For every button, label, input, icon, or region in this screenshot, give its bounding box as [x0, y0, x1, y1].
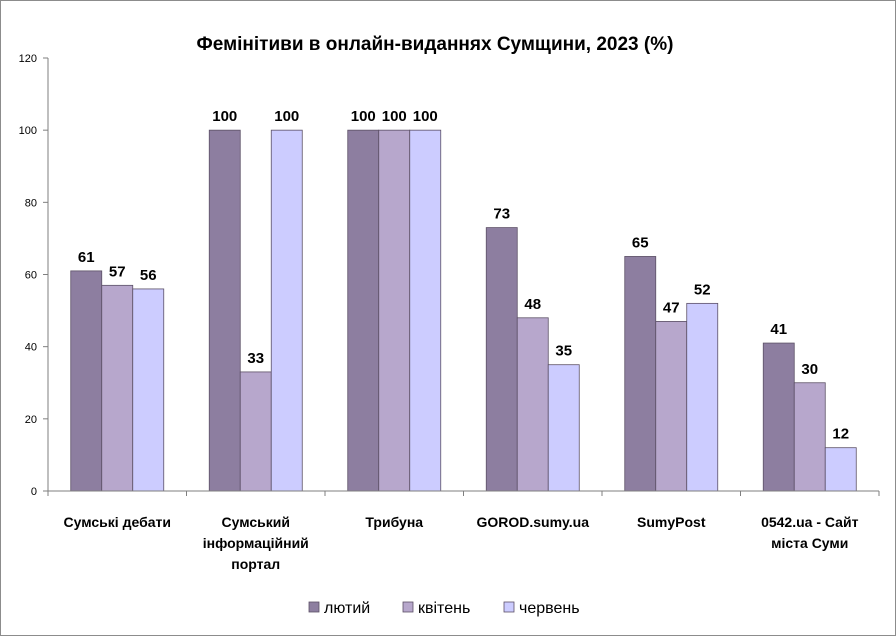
category-label-line: GOROD.sumy.ua: [476, 514, 589, 530]
bar: [347, 129, 380, 492]
data-label: 65: [632, 234, 649, 251]
data-label: 47: [663, 299, 680, 316]
data-label: 57: [109, 263, 126, 280]
data-label: 48: [524, 296, 541, 313]
category-label: 0542.ua - Сайт міста Суми: [761, 514, 858, 551]
data-label: 100: [212, 108, 237, 125]
legend-label: лютий: [324, 600, 370, 617]
data-label: 100: [413, 108, 438, 125]
data-label: 12: [832, 426, 849, 443]
category-label-line: 0542.ua - Сайт: [761, 514, 858, 530]
data-label: 35: [555, 343, 572, 360]
legend: лютий квітень червень: [308, 600, 580, 617]
y-tick-label: 40: [25, 342, 37, 354]
bar: [762, 342, 795, 492]
y-tick-label: 100: [19, 125, 37, 137]
category-label-line: SumyPost: [637, 514, 706, 530]
data-label: 100: [351, 108, 376, 125]
legend-swatch: [402, 601, 414, 613]
bar: [208, 129, 241, 492]
category-label: Сумські дебати: [64, 514, 171, 530]
bar: [270, 129, 303, 492]
bar: [624, 256, 657, 492]
data-label: 52: [694, 281, 711, 298]
category-label: Сумський інформаційний портал: [203, 514, 309, 572]
x-axis: Сумські дебати Сумський інформаційний порта…: [47, 490, 880, 572]
data-label: 61: [78, 249, 95, 266]
bar: [516, 317, 549, 492]
data-label: 41: [770, 321, 787, 338]
y-tick-label: 80: [25, 197, 37, 209]
bar: [409, 129, 442, 492]
legend-label: квітень: [418, 600, 470, 617]
data-label: 33: [247, 350, 264, 367]
bar: [101, 284, 134, 492]
category-label-line: Сумський: [222, 514, 291, 530]
category-label: SumyPost: [637, 514, 706, 530]
data-label: 56: [140, 267, 157, 284]
chart-title: Фемінітиви в онлайн-виданнях Сумщини, 20…: [197, 34, 674, 55]
y-tick-label: 0: [31, 486, 37, 498]
bar: [824, 447, 857, 492]
bar: [547, 364, 580, 492]
bar: [132, 288, 165, 492]
category-label-line: Сумські дебати: [64, 514, 171, 530]
category-label: GOROD.sumy.ua: [476, 514, 589, 530]
legend-swatch: [503, 601, 515, 613]
data-label: 30: [801, 361, 818, 378]
category-label-line: портал: [231, 556, 280, 572]
legend-label: червень: [519, 600, 580, 617]
y-axis: 0 20 40 60 80 100 120: [19, 53, 49, 498]
bar: [485, 227, 518, 492]
bar: [793, 382, 826, 492]
data-labels: 61 57 56 100 33 100 100 100 100 73 48 35 65 47 52 41 30 1…: [78, 108, 849, 443]
bar: [378, 129, 411, 492]
bar: [70, 270, 103, 492]
category-label: Трибуна: [365, 514, 423, 530]
legend-swatch: [308, 601, 320, 613]
category-label-line: інформаційний: [203, 535, 309, 551]
data-label: 100: [274, 108, 299, 125]
category-label-line: міста Суми: [771, 535, 848, 551]
y-tick-label: 120: [19, 53, 37, 65]
bar: [655, 321, 688, 492]
category-label-line: Трибуна: [365, 514, 423, 530]
bar: [686, 302, 719, 492]
bars-group: [70, 129, 857, 492]
y-tick-label: 60: [25, 270, 37, 282]
bar: [239, 371, 272, 492]
y-tick-label: 20: [25, 414, 37, 426]
data-label: 73: [493, 206, 510, 223]
data-label: 100: [382, 108, 407, 125]
